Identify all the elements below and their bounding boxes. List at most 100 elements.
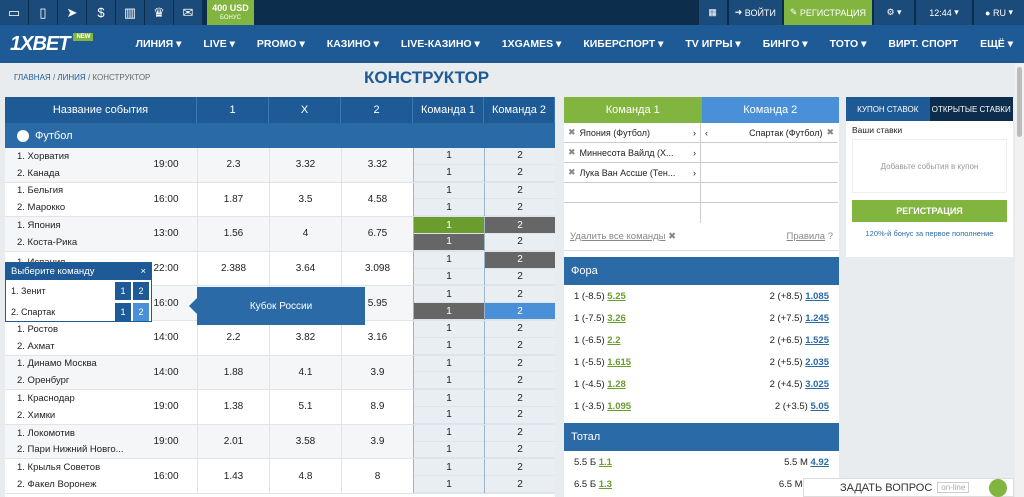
pick-team1-as-1[interactable]: 1: [414, 286, 484, 304]
odd-1[interactable]: 1.88: [197, 355, 269, 390]
chevron-right-icon[interactable]: ›: [693, 147, 696, 158]
market-right[interactable]: 2 (+8.5) 1.085: [770, 291, 829, 302]
popup-team1-btn2[interactable]: 2: [133, 281, 149, 300]
pick-team2-as-1[interactable]: 1: [414, 476, 484, 493]
pick-team2-as-2[interactable]: 2: [485, 164, 555, 182]
chat-icon[interactable]: [989, 479, 1007, 497]
event-teams[interactable]: 1. Краснодар 2. Химки: [5, 390, 135, 424]
chevron-left-icon[interactable]: ‹: [705, 127, 708, 138]
market-left-odd[interactable]: 1.615: [607, 356, 632, 368]
odd-2[interactable]: 6.75: [341, 217, 413, 251]
dollar-icon[interactable]: $: [87, 0, 116, 25]
language-select[interactable]: ● RU ▾: [974, 0, 1024, 25]
odd-2[interactable]: 3.9: [341, 424, 413, 459]
pick-team1-as-2[interactable]: 2: [485, 390, 555, 407]
nav-item-1xgames[interactable]: 1XGAMES ▾: [501, 38, 562, 50]
pick-team2-as-2[interactable]: 2: [485, 233, 555, 251]
login-button[interactable]: ➜ ВОЙТИ: [728, 0, 782, 25]
pick-team1-as-1[interactable]: 1: [414, 320, 484, 338]
market-left-odd[interactable]: 5.25: [607, 290, 626, 302]
tab-bet-slip[interactable]: КУПОН СТАВОК: [846, 97, 930, 121]
market-right-odd[interactable]: 5.05: [810, 400, 830, 412]
odd-2[interactable]: 4.58: [341, 182, 413, 217]
market-right[interactable]: 2 (+5.5) 2.035: [770, 357, 829, 368]
event-teams[interactable]: 1. Бельгия 2. Марокко: [5, 183, 135, 217]
nav-item-live[interactable]: LIVE ▾: [203, 38, 235, 50]
odd-1[interactable]: 1.43: [197, 459, 269, 493]
pick-team1-as-1[interactable]: 1: [414, 390, 484, 407]
pick-team2-as-1[interactable]: 1: [414, 337, 484, 355]
market-left-odd[interactable]: 2.2: [607, 334, 621, 346]
popup-team2-btn1[interactable]: 1: [115, 302, 131, 321]
market-left[interactable]: 6.5 Б 1.3: [574, 479, 612, 490]
chevron-right-icon[interactable]: ›: [693, 167, 696, 178]
pick-team1-as-1[interactable]: 1: [414, 459, 484, 477]
pick-team2-as-1[interactable]: 1: [414, 233, 484, 251]
pick-team2-as-1[interactable]: 1: [414, 199, 484, 217]
bonus-button[interactable]: 400 USD БОНУС: [207, 0, 254, 25]
popup-team1-btn1[interactable]: 1: [115, 281, 131, 300]
close-icon[interactable]: ×: [140, 266, 146, 277]
odd-1[interactable]: 1.87: [197, 182, 269, 217]
odd-2[interactable]: 3.9: [341, 355, 413, 390]
pick-team2-as-2[interactable]: 2: [485, 406, 555, 424]
mobile-icon[interactable]: ▯: [29, 0, 58, 25]
odd-2[interactable]: 8: [341, 459, 413, 493]
odd-x[interactable]: 4.1: [269, 355, 341, 390]
pick-team2-as-2[interactable]: 2: [485, 268, 555, 286]
odd-x[interactable]: 3.64: [269, 251, 341, 286]
market-left[interactable]: 1 (-3.5) 1.095: [574, 401, 631, 412]
market-right-odd[interactable]: 3.025: [805, 378, 829, 390]
desktop-icon[interactable]: ▭: [0, 0, 29, 25]
pick-team2-as-1[interactable]: 1: [414, 441, 484, 459]
pick-team2-as-2[interactable]: 2: [485, 441, 555, 459]
team1-item[interactable]: ✖ Лука Ван Ассше (Тен... ›: [564, 163, 700, 183]
market-right[interactable]: 2 (+7.5) 1.245: [770, 313, 829, 324]
pick-team1-as-1[interactable]: 1: [414, 148, 484, 165]
remove-icon[interactable]: ✖: [568, 127, 576, 137]
nav-item-bingo[interactable]: БИНГО ▾: [762, 38, 808, 50]
market-right-odd[interactable]: 2.035: [805, 356, 829, 368]
event-teams[interactable]: 1. Крылья Советов 2. Факел Воронеж: [5, 459, 135, 493]
pick-team1-as-2[interactable]: 2: [485, 424, 555, 442]
market-left[interactable]: 1 (-5.5) 1.615: [574, 357, 631, 368]
pick-team2-as-2[interactable]: 2: [485, 337, 555, 355]
market-left[interactable]: 1 (-4.5) 1.28: [574, 379, 626, 390]
market-left-odd[interactable]: 1.28: [607, 378, 626, 390]
tab-open-bets[interactable]: ОТКРЫТЫЕ СТАВКИ: [929, 97, 1013, 121]
nav-item-tv-games[interactable]: TV ИГРЫ ▾: [685, 38, 741, 50]
gift-icon[interactable]: ✉: [174, 0, 203, 25]
nav-item-casino[interactable]: КАЗИНО ▾: [326, 38, 379, 50]
odd-1[interactable]: 1.56: [197, 217, 269, 251]
stats-icon[interactable]: ▥: [116, 0, 145, 25]
nav-item-toto[interactable]: ТОТО ▾: [829, 38, 867, 50]
team1-item[interactable]: ✖ Миннесота Вайлд (Х... ›: [564, 143, 700, 163]
scrollbar-thumb[interactable]: [1017, 67, 1022, 137]
event-teams[interactable]: 1. Япония 2. Коста-Рика: [5, 217, 135, 251]
market-right[interactable]: 5.5 М 4.92: [784, 457, 829, 468]
event-teams[interactable]: 1. Хорватия 2. Канада: [5, 148, 135, 182]
nav-item-esports[interactable]: КИБЕРСПОРТ ▾: [583, 38, 664, 50]
rules-link[interactable]: Правила ?: [786, 231, 833, 242]
event-teams[interactable]: 1. Локомотив 2. Пари Нижний Новго...: [5, 425, 135, 459]
slip-register-button[interactable]: РЕГИСТРАЦИЯ: [852, 200, 1007, 222]
scrollbar[interactable]: [1015, 63, 1024, 497]
ask-question-widget[interactable]: ЗАДАТЬ ВОПРОС on-line: [803, 478, 1014, 497]
odd-x[interactable]: 5.1: [269, 390, 341, 424]
pick-team1-as-2[interactable]: 2: [485, 217, 555, 234]
market-right-odd[interactable]: 1.245: [805, 312, 829, 324]
pick-team2-as-2[interactable]: 2: [485, 476, 555, 493]
market-left-odd[interactable]: 1.095: [607, 400, 632, 412]
nav-item-line[interactable]: ЛИНИЯ ▾: [135, 38, 182, 50]
odd-1[interactable]: 2.2: [197, 320, 269, 355]
pick-team1-as-2[interactable]: 2: [485, 320, 555, 338]
qr-icon[interactable]: ▦: [698, 0, 727, 25]
pick-team1-as-2[interactable]: 2: [485, 148, 555, 165]
pick-team2-as-1[interactable]: 1: [414, 303, 484, 320]
odd-1[interactable]: 2.388: [197, 251, 269, 286]
pick-team2-as-1[interactable]: 1: [414, 406, 484, 424]
odd-2[interactable]: 3.32: [341, 148, 413, 182]
market-right[interactable]: 2 (+6.5) 1.525: [770, 335, 829, 346]
pick-team1-as-2[interactable]: 2: [485, 182, 555, 200]
odd-x[interactable]: 3.82: [269, 320, 341, 355]
